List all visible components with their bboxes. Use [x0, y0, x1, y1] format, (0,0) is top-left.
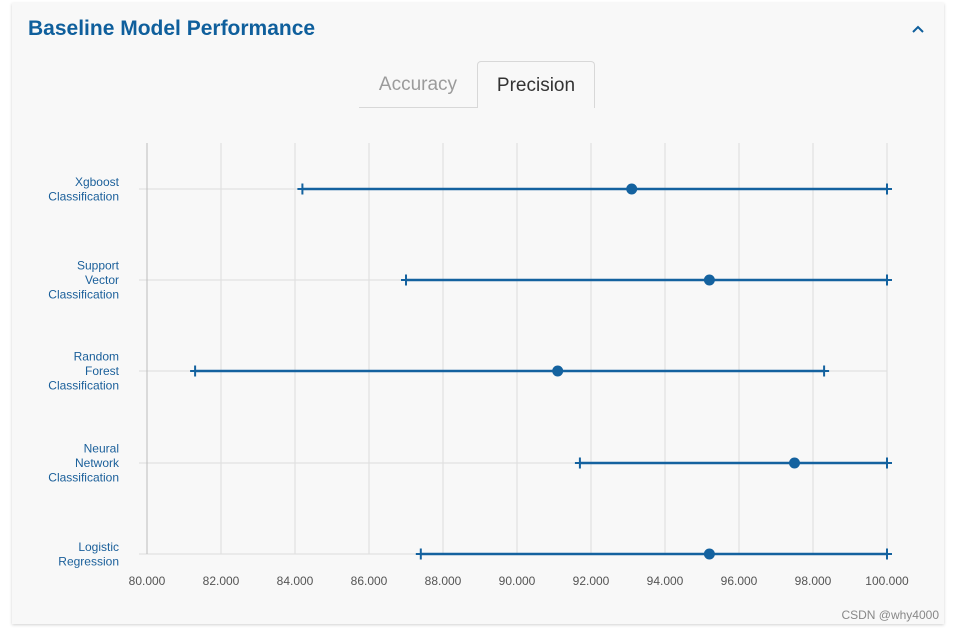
mean-point: [703, 274, 715, 286]
mean-point: [552, 365, 564, 377]
mean-point: [789, 457, 800, 469]
category-label: Regression: [58, 554, 119, 568]
x-tick-label: 100.000: [865, 574, 909, 588]
category-label: Network: [75, 456, 120, 470]
x-tick-label: 88.000: [425, 574, 462, 588]
category-label: Xgboost: [75, 175, 120, 189]
mean-point: [626, 183, 638, 195]
x-tick-label: 90.000: [499, 574, 536, 588]
category-label: Classification: [48, 471, 119, 485]
chevron-up-icon[interactable]: [910, 21, 926, 37]
category-label: Logistic: [78, 540, 119, 554]
category-label: Forest: [85, 364, 120, 378]
x-tick-label: 98.000: [795, 574, 832, 588]
x-tick-label: 96.000: [721, 574, 758, 588]
x-tick-label: 82.000: [203, 574, 240, 588]
x-tick-label: 84.000: [277, 574, 314, 588]
watermark: CSDN @why4000: [841, 608, 939, 622]
category-label: Random: [74, 350, 119, 364]
category-label: Classification: [48, 189, 119, 203]
category-label: Classification: [48, 288, 119, 302]
category-label: Support: [77, 259, 120, 273]
category-label: Classification: [48, 379, 119, 393]
x-tick-label: 94.000: [647, 574, 684, 588]
x-tick-label: 92.000: [573, 574, 610, 588]
x-tick-label: 80.000: [129, 574, 166, 588]
x-tick-label: 86.000: [351, 574, 388, 588]
mean-point: [703, 548, 715, 560]
category-label: Neural: [84, 442, 119, 456]
tab-precision[interactable]: Precision: [477, 61, 595, 108]
tab-accuracy[interactable]: Accuracy: [359, 61, 477, 108]
category-label: Vector: [85, 273, 119, 287]
panel-title: Baseline Model Performance: [28, 17, 316, 40]
performance-panel: Baseline Model Performance Accuracy Prec…: [12, 3, 944, 624]
